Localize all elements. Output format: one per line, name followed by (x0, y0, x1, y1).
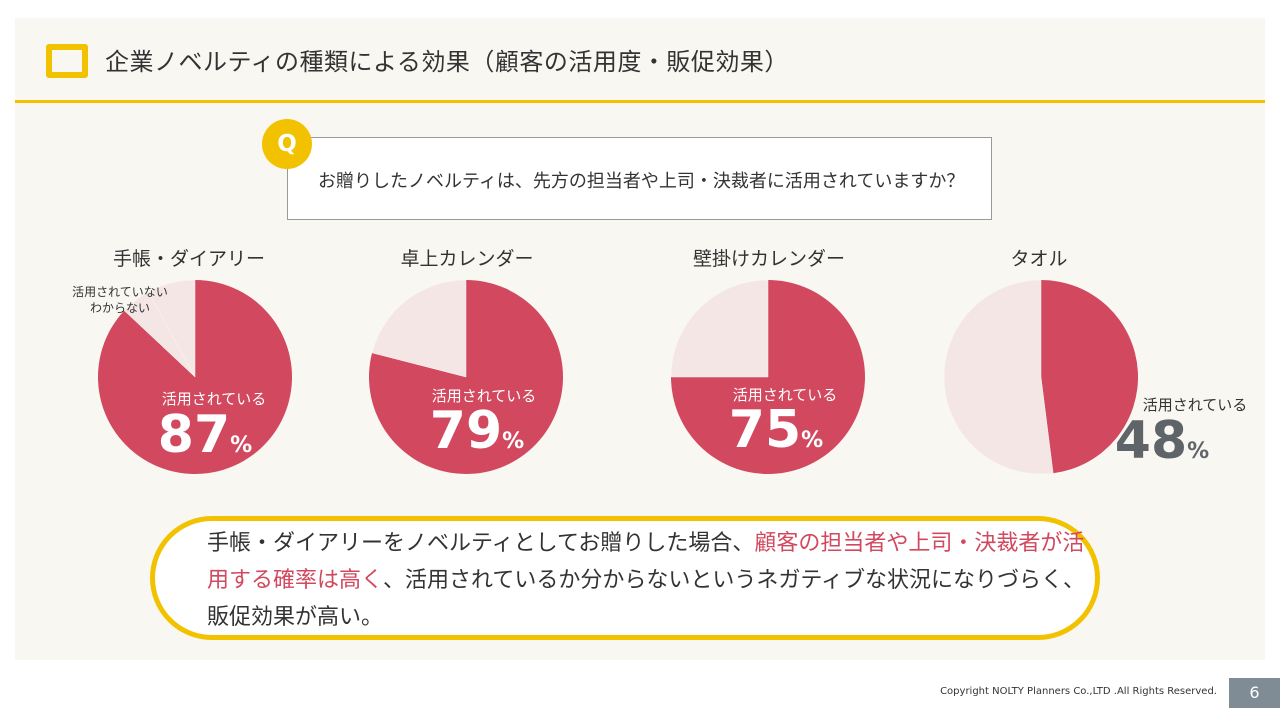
copyright-text: Copyright NOLTY Planners Co.,LTD .All Ri… (940, 686, 1217, 697)
pie-slice (371, 279, 467, 378)
pie-title-towel: タオル (1010, 248, 1068, 270)
pie-slice (147, 279, 196, 378)
pie-other-label: 活用されていない (72, 285, 168, 299)
pie-main-label: 活用されている (432, 387, 537, 405)
title-divider (15, 100, 1265, 103)
question-text: お贈りしたノベルティは、先方の担当者や上司・決裁者に活用されていますか？ (318, 171, 965, 192)
question-badge: Q (262, 119, 312, 169)
pie-title-diary: 手帳・ダイアリー (112, 248, 265, 270)
question-box (287, 137, 992, 220)
summary-text: 手帳・ダイアリーをノベルティとしてお贈りした場合、顧客の担当者や上司・決裁者が活… (207, 525, 1087, 636)
pie-slice (943, 279, 1054, 475)
pie-main-label: 活用されている (733, 386, 838, 404)
page-number: 6 (1229, 678, 1280, 708)
pie-main-value: 48% (1115, 411, 1209, 471)
summary-highlight: 顧客の担当者や上司・決裁者が活用する確率は高く (207, 531, 1085, 593)
pie-other-label: わからない (90, 301, 150, 315)
pie-title-desk-calendar: 卓上カレンダー (400, 248, 534, 270)
summary-part2: 、活用されているか分からないというネガティブな状況になりづらく、販促効果が高い。 (207, 568, 1086, 630)
summary-part1: 手帳・ダイアリーをノベルティとしてお贈りした場合、 (207, 531, 755, 556)
pie-main-label: 活用されている (162, 390, 267, 408)
pie-slice (1041, 280, 1139, 474)
pie-main-label: 活用されている (1143, 396, 1248, 414)
page-title: 企業ノベルティの種類による効果（顧客の活用度・販促効果） (105, 48, 789, 76)
notebook-icon (46, 44, 88, 78)
pie-main-value: 75% (729, 400, 823, 460)
pie-main-value: 87% (158, 405, 252, 465)
pie-title-wall-calendar: 壁掛けカレンダー (692, 248, 845, 270)
pie-slice (670, 279, 769, 378)
summary-box (150, 516, 1100, 640)
pie-main-value: 79% (430, 401, 524, 461)
